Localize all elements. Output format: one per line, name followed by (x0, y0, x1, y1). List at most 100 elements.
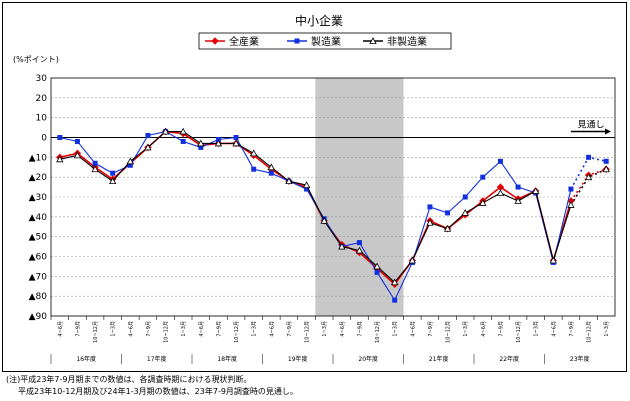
data-point (127, 162, 133, 168)
data-point (462, 194, 468, 200)
x-tick-label: 10~12月 (234, 321, 240, 343)
x-tick-label: 7~9月 (75, 321, 81, 337)
x-tick-label: 1~3月 (393, 321, 399, 337)
x-tick-label: 7~9月 (146, 321, 152, 337)
data-point (180, 138, 186, 144)
x-tick-label: 7~9月 (428, 321, 434, 337)
data-point (233, 135, 239, 140)
data-point (443, 224, 452, 232)
x-tick-label: 4~6月 (269, 321, 275, 337)
x-tick-label: 4~6月 (551, 321, 557, 337)
x-tick-label: 7~9月 (216, 321, 222, 337)
y-tick-label: ▲20 (29, 173, 48, 183)
data-point (267, 163, 275, 171)
x-tick-label: 4~6月 (481, 321, 487, 337)
data-point (73, 151, 82, 159)
x-tick-label: 4~6月 (340, 321, 346, 337)
data-point (197, 139, 205, 147)
x-tick-label: 10~12月 (164, 321, 170, 343)
year-label: 16年度 (76, 355, 96, 363)
data-point (479, 199, 487, 206)
x-tick-label: 10~12月 (446, 321, 452, 343)
y-tick-label: 30 (36, 74, 48, 84)
x-tick-label: 1~3月 (604, 321, 610, 337)
chart-title: 中小企業 (295, 13, 343, 28)
x-tick-label: 10~12月 (375, 321, 381, 343)
x-tick-label: 4~6月 (410, 321, 416, 337)
plot-area: 30 20 10 0 ▲10 ▲20 ▲30 ▲40 ▲50 ▲60 ▲70 ▲80 ▲90 4~6月 7~… (29, 74, 616, 364)
year-label: 21年度 (429, 355, 449, 363)
data-point (427, 204, 433, 210)
x-tick-label: 7~9月 (498, 321, 504, 337)
data-point (57, 135, 63, 140)
data-point (445, 210, 451, 216)
data-point (373, 262, 381, 270)
data-point (56, 155, 64, 163)
data-point (285, 177, 293, 185)
x-tick-label: 1~3月 (181, 321, 187, 337)
data-point (304, 186, 310, 192)
x-tick-label: 7~9月 (569, 321, 575, 337)
y-tick-label: ▲30 (29, 193, 48, 203)
y-tick-label: ▲80 (29, 292, 48, 302)
data-point (232, 139, 240, 147)
year-label: 17年度 (147, 355, 167, 363)
data-point (126, 157, 134, 165)
series-非製造業 (56, 127, 610, 286)
data-point (584, 173, 593, 181)
x-tick-label: 1~3月 (111, 321, 117, 337)
x-tick-label: 7~9月 (287, 321, 293, 337)
data-point (602, 165, 610, 173)
data-point (514, 197, 522, 204)
x-tick-label: 4~6月 (199, 321, 205, 337)
data-point (408, 256, 416, 264)
year-label: 18年度 (217, 355, 237, 363)
data-point (549, 256, 557, 264)
y-tick-label: ▲90 (29, 312, 48, 322)
series-forecast-line (570, 168, 607, 206)
data-point (356, 240, 362, 246)
data-point (426, 218, 434, 226)
data-point (532, 187, 540, 194)
data-point (302, 181, 311, 189)
legend-box (198, 32, 452, 50)
data-point (586, 154, 592, 160)
y-tick-label: ▲40 (29, 213, 48, 223)
data-point (161, 127, 170, 135)
legend-label: 全産業 (229, 35, 259, 48)
x-tick-label: 4~6月 (58, 321, 64, 337)
notes: (注)平成23年7-9月期までの数値は、各調査時期における現状判断。 平成23年… (6, 374, 298, 398)
data-point (268, 170, 274, 176)
year-label: 19年度 (288, 355, 308, 363)
x-tick-label: 10~12月 (516, 321, 522, 343)
year-label: 23年度 (570, 355, 590, 363)
data-point (320, 216, 328, 224)
x-tick-label: 1~3月 (534, 321, 540, 337)
year-label: 20年度 (358, 355, 378, 363)
y-tick-label: ▲70 (29, 272, 48, 282)
x-tick-label: 1~3月 (463, 321, 469, 337)
data-point (179, 127, 187, 135)
y-tick-label: ▲10 (29, 153, 48, 163)
x-tick-label: 10~12月 (305, 321, 311, 343)
chart-svg: 中小企業 (%ポイント) 全産業 製造業 非製造業 30 20 10 0 ▲10 ▲20 ▲30… (13, 13, 616, 364)
data-point (567, 201, 575, 208)
y-tick-label: ▲50 (29, 233, 48, 243)
y-tick-label: 20 (36, 94, 48, 104)
year-label: 22年度 (499, 355, 519, 363)
data-point (369, 37, 377, 44)
data-point (568, 186, 574, 192)
x-tick-label: 1~3月 (252, 321, 258, 337)
data-point (603, 158, 609, 164)
data-point (145, 133, 151, 139)
data-point (215, 136, 221, 142)
y-tick-label: 10 (36, 114, 48, 124)
note-line-1: (注)平成23年7-9月期までの数値は、各調査時期における現状判断。 (6, 375, 252, 384)
legend-label: 非製造業 (387, 35, 427, 48)
note-line-2: 平成23年10-12月期及び24年1-3月期の数値は、23年7-9月調査時の見通… (18, 387, 298, 396)
y-axis-label: (%ポイント) (13, 55, 59, 64)
data-point (92, 160, 98, 166)
data-point (109, 177, 117, 185)
data-point (144, 143, 152, 151)
x-tick-label: 10~12月 (587, 321, 593, 343)
